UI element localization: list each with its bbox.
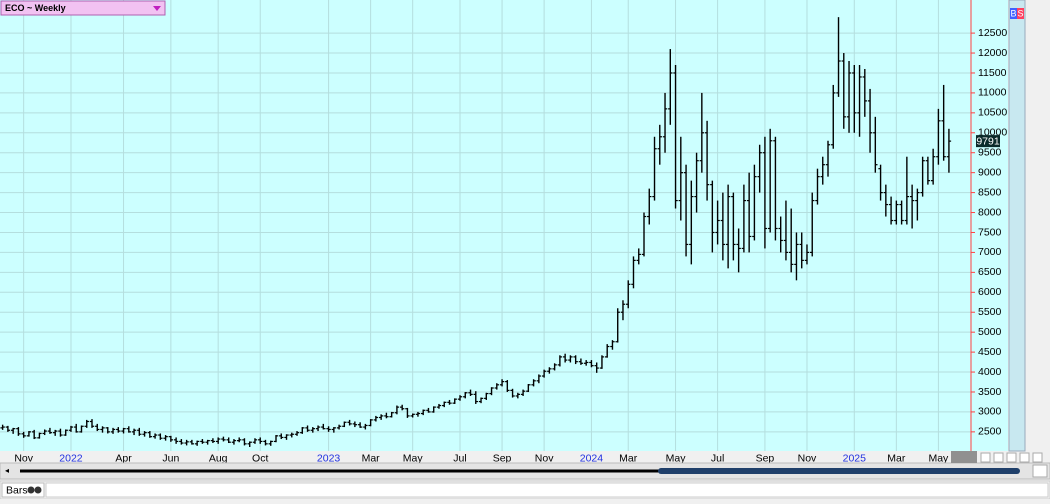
scroll-end[interactable] [1032, 464, 1048, 478]
x-tick-label: Sep [756, 452, 775, 464]
bars [0, 17, 952, 448]
y-tick-label: 8500 [978, 186, 1002, 198]
y-tick-label: 6000 [978, 286, 1002, 298]
bars-tab[interactable] [1, 482, 45, 498]
x-tick-label: May [666, 452, 687, 464]
status-icon [27, 486, 35, 494]
dropdown-arrow[interactable] [153, 6, 161, 11]
buy-button[interactable] [1010, 8, 1017, 19]
y-tick-label: 9000 [978, 166, 1002, 178]
x-tick-label: 2025 [843, 452, 867, 464]
symbol-box[interactable] [0, 0, 166, 16]
y-tick-label: 4000 [978, 366, 1002, 378]
x-axis: Nov 2022 Apr Jun Aug Oct 2023 Mar May Jul Sep Nov 20… [14, 452, 949, 464]
y-tick-label: 3500 [978, 386, 1002, 398]
y-tick-label: 12000 [978, 47, 1007, 59]
x-tick-label: Mar [619, 452, 638, 464]
y-tick-label: 2500 [978, 426, 1002, 438]
status-field [45, 482, 1049, 498]
x-tick-label: 2022 [59, 452, 83, 464]
corner-box [951, 451, 977, 463]
status-label: Bars [6, 484, 28, 496]
last-price-label: 9791 [976, 135, 1000, 147]
x-tick-label: Nov [14, 452, 33, 464]
x-tick-label: Nov [798, 452, 817, 464]
x-tick-label: Apr [115, 452, 132, 464]
x-tick-label: Jun [162, 452, 179, 464]
x-tick-label: 2023 [317, 452, 341, 464]
tool-icon[interactable] [980, 452, 991, 463]
tool-icon[interactable] [1006, 452, 1017, 463]
y-tick-label: 6500 [978, 266, 1002, 278]
tool-icon[interactable] [993, 452, 1004, 463]
x-tick-label: Jul [711, 452, 724, 464]
y-tick-label: 10500 [978, 107, 1007, 119]
tool-icon[interactable] [1019, 452, 1030, 463]
y-tick-label: 8000 [978, 206, 1002, 218]
x-tick-label: May [928, 452, 949, 464]
sell-label: S [1017, 8, 1023, 18]
scroll-thumb[interactable] [658, 468, 1020, 474]
y-tick-label: 12500 [978, 27, 1007, 39]
y-tick-label: 4500 [978, 346, 1002, 358]
y-tick-label: 3000 [978, 406, 1002, 418]
x-tick-label: Mar [887, 452, 906, 464]
x-tick-label: May [403, 452, 424, 464]
x-tick-label: Oct [252, 452, 268, 464]
toolbar-icons [980, 452, 1043, 463]
x-tick-label: Nov [535, 452, 554, 464]
y-tick-label: 9500 [978, 147, 1002, 159]
scroll-left[interactable]: ◂ [5, 466, 9, 475]
x-tick-label: Aug [209, 452, 228, 464]
y-tick-label: 11000 [978, 87, 1007, 99]
x-tick-label: Sep [493, 452, 512, 464]
x-tick-label: Jul [453, 452, 466, 464]
sell-button[interactable] [1017, 8, 1024, 19]
axis-area [971, 0, 1008, 451]
chart-title: ECO ~ Weekly [5, 3, 66, 13]
y-axis: 2500 3000 3500 4000 4500 5000 5500 6000 6500 7000… [971, 27, 1007, 438]
tool-icon[interactable] [1032, 452, 1043, 463]
y-tick-label: 5500 [978, 306, 1002, 318]
buy-label: B [1010, 8, 1016, 18]
y-tick-label: 11500 [978, 67, 1007, 79]
x-tick-label: 2024 [580, 452, 604, 464]
plot-area [0, 0, 971, 451]
y-tick-label: 7500 [978, 226, 1002, 238]
x-tick-label: Mar [362, 452, 381, 464]
y-tick-label: 5000 [978, 326, 1002, 338]
last-price-box [976, 135, 1000, 148]
y-tick-label: 7000 [978, 246, 1002, 258]
status-icon [34, 486, 42, 494]
side-panel [1008, 0, 1026, 452]
